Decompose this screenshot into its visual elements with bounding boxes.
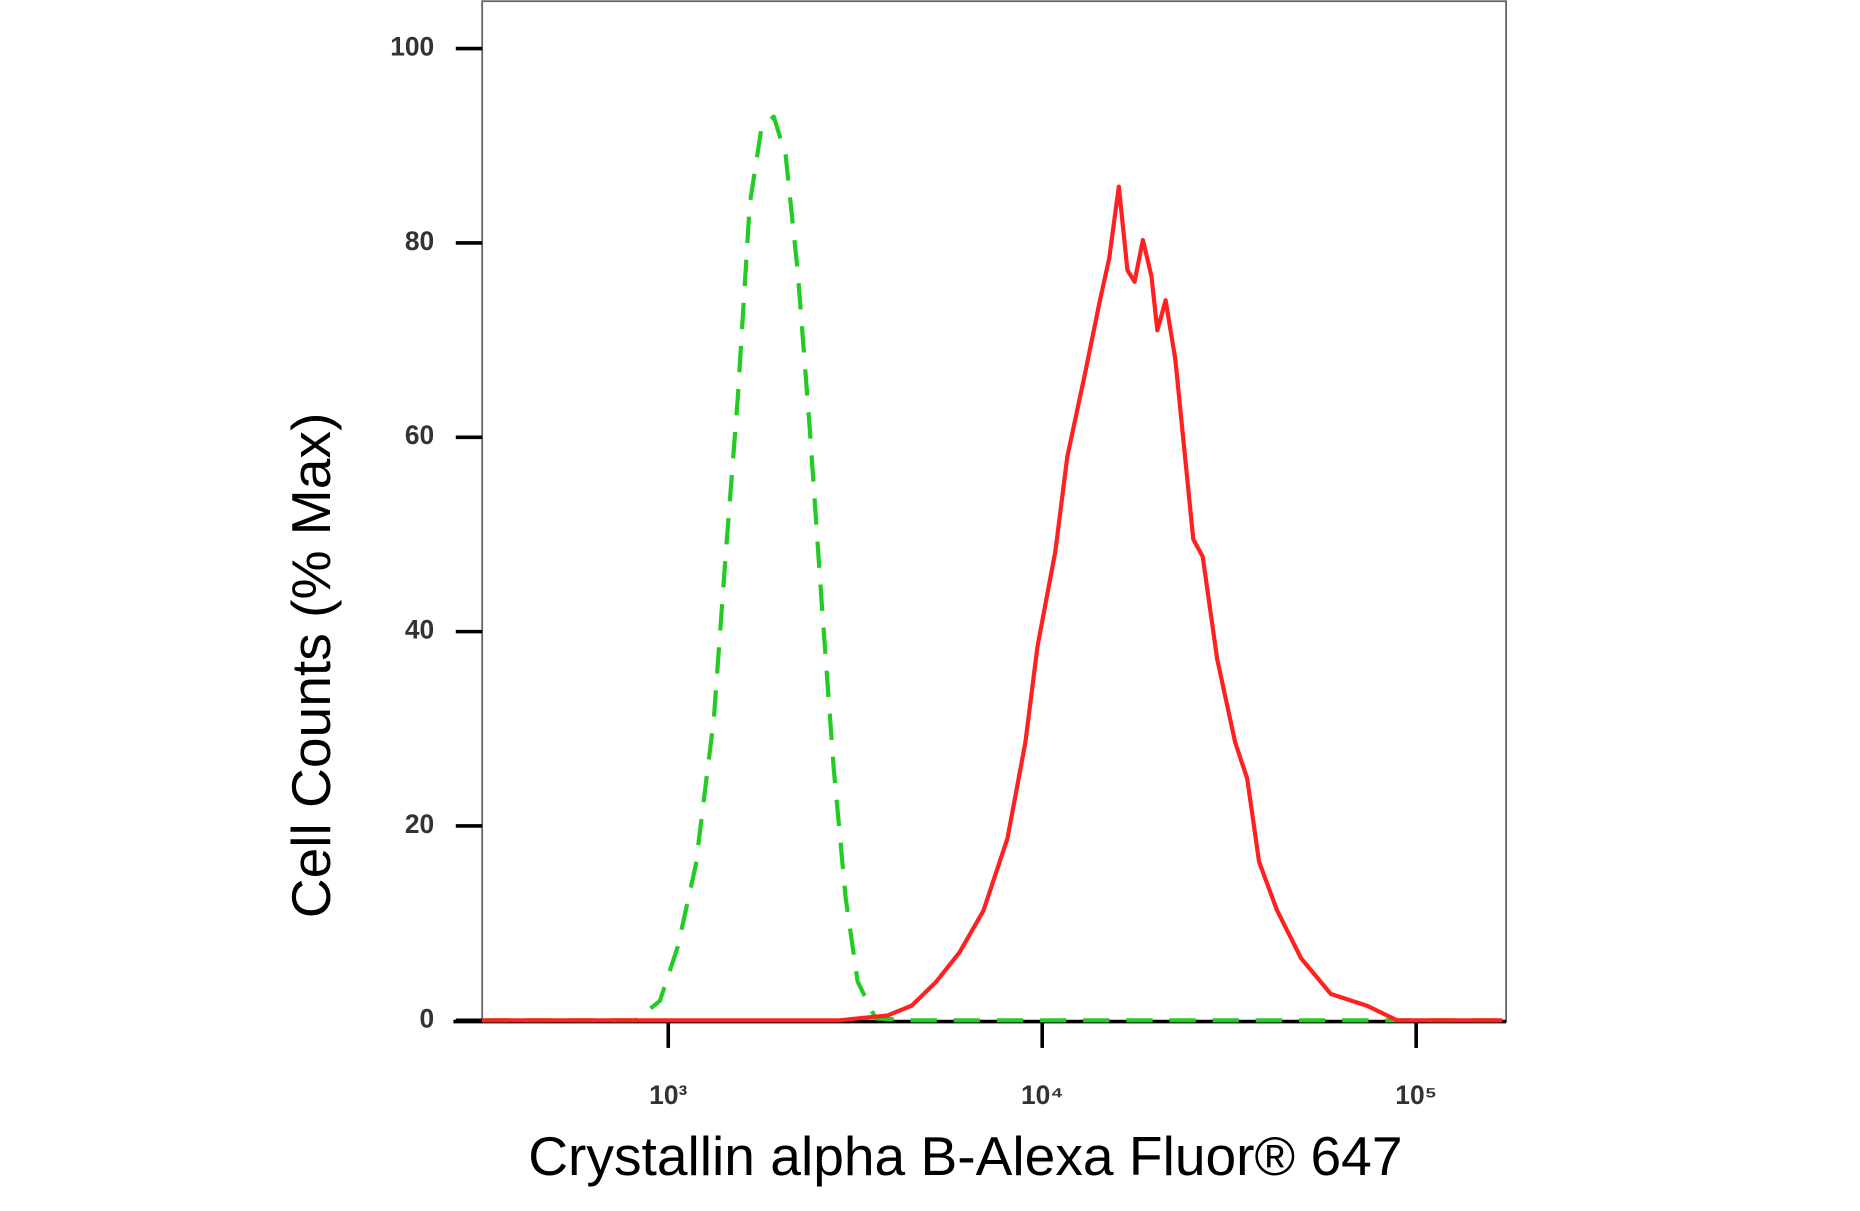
y-tick-label: 40 xyxy=(405,615,434,645)
x-tick-label: 10⁴ xyxy=(1021,1080,1063,1110)
plot-frame xyxy=(481,0,1508,1023)
y-tick-label: 80 xyxy=(405,226,434,256)
y-tick-label: 100 xyxy=(390,32,434,62)
y-tick-label: 0 xyxy=(420,1003,435,1033)
y-tick-label: 20 xyxy=(405,809,434,839)
y-axis-title: Cell Counts (% Max) xyxy=(280,413,342,919)
series-line xyxy=(482,114,1503,1023)
x-tick-label: 10⁵ xyxy=(1395,1080,1437,1110)
x-axis-title: Crystallin alpha B-Alexa Fluor® 647 xyxy=(528,1125,1402,1187)
series-line xyxy=(482,184,1503,1023)
x-tick-label: 10³ xyxy=(649,1080,687,1110)
y-tick-label: 60 xyxy=(405,420,434,450)
